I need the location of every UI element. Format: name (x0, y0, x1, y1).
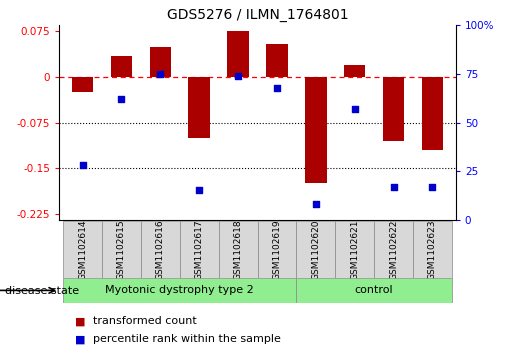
Point (351, 106, 359, 112)
Bar (150, 47, 171, 77)
Text: GSM1102617: GSM1102617 (195, 219, 204, 280)
Point (117, 96, 126, 102)
Bar (141, 221, 180, 278)
Bar (219, 221, 258, 278)
Text: control: control (355, 285, 393, 295)
Text: GSM1102623: GSM1102623 (428, 219, 437, 280)
Text: GSM1102619: GSM1102619 (272, 219, 281, 280)
Point (156, 71, 164, 77)
Title: GDS5276 / ILMN_1764801: GDS5276 / ILMN_1764801 (167, 8, 348, 22)
Bar (335, 221, 374, 278)
Bar (63, 221, 102, 278)
Bar (266, 44, 288, 77)
Point (428, 184, 437, 189)
Bar (422, 77, 443, 150)
Bar (374, 221, 413, 278)
Bar (63, 278, 296, 303)
Bar (227, 32, 249, 77)
Text: Myotonic dystrophy type 2: Myotonic dystrophy type 2 (106, 285, 254, 295)
Point (234, 73, 242, 79)
Bar (111, 56, 132, 77)
Bar (413, 221, 452, 278)
Bar (188, 77, 210, 138)
Text: disease state: disease state (5, 286, 79, 296)
Bar (305, 77, 327, 183)
Point (389, 184, 398, 189)
Text: GSM1102622: GSM1102622 (389, 219, 398, 280)
Text: GSM1102621: GSM1102621 (350, 219, 359, 280)
Text: GSM1102615: GSM1102615 (117, 219, 126, 280)
Point (312, 201, 320, 207)
Bar (383, 77, 404, 141)
Bar (344, 65, 365, 77)
Text: ■: ■ (75, 334, 85, 344)
Bar (72, 77, 93, 92)
Text: GSM1102614: GSM1102614 (78, 219, 87, 280)
Text: GSM1102620: GSM1102620 (311, 219, 320, 280)
Point (273, 85, 281, 90)
Text: percentile rank within the sample: percentile rank within the sample (93, 334, 281, 344)
Text: ■: ■ (75, 316, 85, 326)
Text: GSM1102616: GSM1102616 (156, 219, 165, 280)
Bar (102, 221, 141, 278)
Text: transformed count: transformed count (93, 316, 196, 326)
Point (195, 188, 203, 193)
Bar (296, 221, 335, 278)
Bar (296, 278, 452, 303)
Bar (258, 221, 296, 278)
Bar (180, 221, 219, 278)
Point (78, 162, 87, 168)
Text: GSM1102618: GSM1102618 (234, 219, 243, 280)
